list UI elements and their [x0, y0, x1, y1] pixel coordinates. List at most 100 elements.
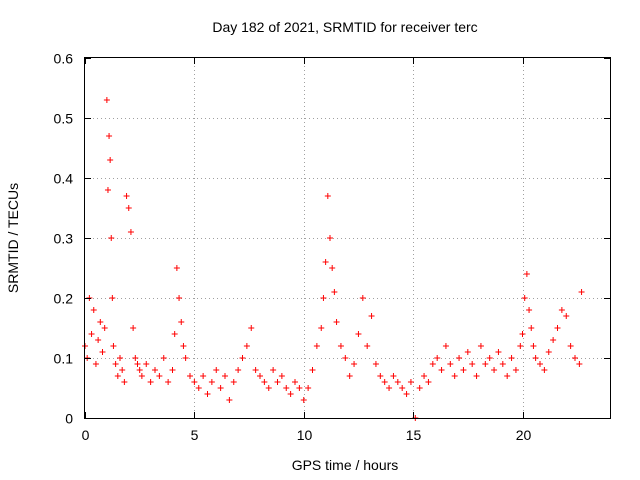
data-point — [92, 361, 99, 367]
data-point — [101, 325, 108, 331]
data-point — [532, 355, 539, 361]
data-point — [322, 259, 329, 265]
data-point — [104, 187, 111, 193]
data-point — [407, 379, 414, 385]
data-point — [97, 319, 104, 325]
data-point — [132, 355, 139, 361]
data-point — [526, 307, 533, 313]
chart-title: Day 182 of 2021, SRMTID for receiver ter… — [212, 19, 477, 35]
x-axis-label: GPS time / hours — [292, 457, 399, 473]
x-tick-label: 20 — [516, 427, 532, 443]
data-point — [134, 361, 141, 367]
y-tick-label: 0.4 — [54, 171, 74, 187]
y-tick-label: 0.2 — [54, 291, 74, 307]
data-point — [230, 379, 237, 385]
data-point — [320, 295, 327, 301]
data-point — [235, 367, 242, 373]
data-point — [333, 319, 340, 325]
data-point — [541, 367, 548, 373]
data-point — [342, 355, 349, 361]
data-point — [136, 367, 143, 373]
data-point — [434, 355, 441, 361]
data-point — [103, 97, 110, 103]
x-tick-label: 15 — [406, 427, 422, 443]
data-point — [521, 295, 528, 301]
data-point — [213, 367, 220, 373]
x-tick-label: 5 — [191, 427, 199, 443]
y-tick-label: 0.5 — [54, 111, 74, 127]
data-point — [257, 373, 263, 379]
data-point — [346, 373, 353, 379]
data-point — [147, 379, 154, 385]
data-point — [558, 307, 565, 313]
data-point — [90, 307, 97, 313]
data-point — [222, 373, 228, 379]
data-point — [169, 367, 176, 373]
grid — [85, 58, 610, 418]
data-point — [305, 385, 312, 391]
data-point — [191, 379, 198, 385]
data-point — [425, 379, 432, 385]
data-point — [530, 343, 537, 349]
data-point — [523, 271, 530, 277]
data-point — [109, 295, 116, 301]
data-point — [313, 343, 320, 349]
data-point — [364, 343, 371, 349]
data-point — [265, 385, 272, 391]
data-point — [477, 343, 484, 349]
data-point — [519, 331, 526, 337]
x-tick-label: 0 — [82, 427, 90, 443]
data-point — [88, 331, 95, 337]
data-point — [482, 361, 489, 367]
data-point — [331, 289, 338, 295]
data-point — [106, 133, 113, 139]
data-point — [123, 193, 130, 199]
data-point — [456, 355, 463, 361]
data-point — [182, 355, 189, 361]
data-point — [499, 361, 506, 367]
data-point — [300, 397, 307, 403]
data-point — [130, 325, 137, 331]
data-point — [381, 379, 388, 385]
data-point — [283, 385, 290, 391]
data-point — [95, 337, 102, 343]
data-point — [464, 349, 471, 355]
data-point — [372, 361, 379, 367]
plot-frame — [84, 57, 611, 419]
data-point — [504, 373, 511, 379]
data-point — [390, 373, 397, 379]
y-tick-label: 0.6 — [54, 51, 74, 67]
data-point — [143, 361, 150, 367]
data-point — [318, 325, 325, 331]
data-point — [204, 391, 211, 397]
data-point — [180, 343, 187, 349]
data-point — [469, 361, 476, 367]
data-point — [243, 343, 250, 349]
data-point — [110, 343, 117, 349]
data-point — [125, 205, 132, 211]
data-point — [429, 361, 436, 367]
data-point — [248, 325, 255, 331]
data-point — [359, 295, 366, 301]
data-point — [537, 361, 543, 367]
data-points — [82, 97, 585, 421]
data-point — [563, 313, 570, 319]
data-point — [451, 373, 458, 379]
data-point — [171, 331, 178, 337]
data-point — [160, 355, 167, 361]
data-point — [554, 325, 561, 331]
data-point — [567, 343, 574, 349]
data-point — [208, 379, 215, 385]
data-point — [528, 325, 535, 331]
y-tick-label: 0.1 — [54, 351, 74, 367]
data-point — [460, 367, 467, 373]
data-point — [195, 385, 202, 391]
data-point — [495, 349, 502, 355]
data-point — [394, 379, 401, 385]
data-point — [138, 373, 145, 379]
data-point — [178, 319, 185, 325]
data-point — [287, 391, 294, 397]
data-point — [176, 295, 183, 301]
data-point — [368, 313, 375, 319]
